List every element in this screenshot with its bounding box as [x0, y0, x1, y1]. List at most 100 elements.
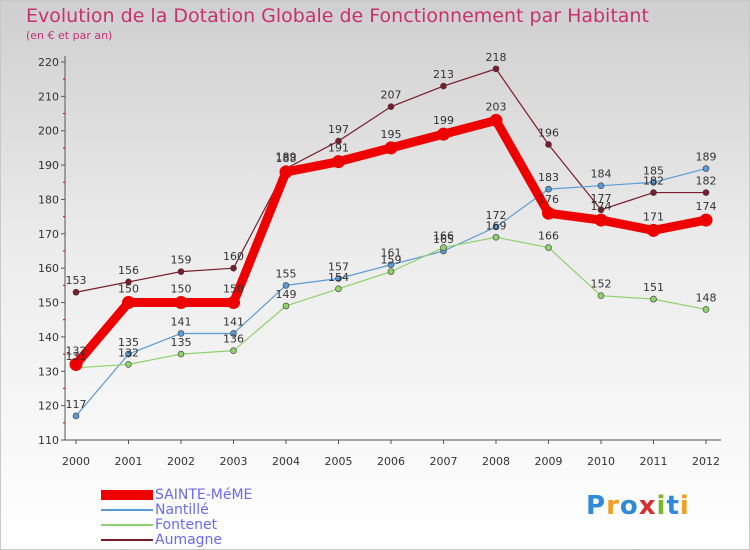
y-tick-label: 110 — [38, 434, 59, 447]
data-label: 177 — [591, 192, 612, 205]
data-label: 135 — [118, 336, 139, 349]
data-point — [335, 285, 342, 293]
data-label: 149 — [276, 288, 297, 301]
chart-title: Evolution de la Dotation Globale de Fonc… — [26, 5, 649, 27]
data-label: 183 — [538, 171, 559, 184]
data-label: 213 — [433, 68, 454, 81]
logo-letter: r — [606, 491, 620, 521]
data-label: 150 — [171, 283, 192, 296]
data-point — [174, 296, 188, 310]
y-tick-label: 200 — [38, 125, 59, 138]
legend-label: Nantillé — [155, 501, 209, 518]
data-label: 152 — [591, 278, 612, 291]
data-label: 159 — [171, 254, 192, 267]
data-point — [230, 347, 237, 354]
data-label: 136 — [223, 333, 244, 346]
logo-letter: x — [638, 491, 657, 521]
data-point — [440, 244, 447, 251]
legend-label: Fontenet — [155, 516, 218, 533]
data-label: 141 — [171, 315, 192, 328]
legend-swatch — [101, 508, 153, 511]
data-label: 197 — [328, 123, 349, 136]
data-point — [335, 137, 342, 145]
data-point — [440, 82, 447, 90]
data-label: 182 — [696, 175, 717, 188]
x-tick-label: 2003 — [220, 455, 248, 468]
data-point — [647, 223, 660, 237]
data-point — [332, 155, 345, 169]
legend-swatch — [101, 523, 153, 526]
data-point — [650, 189, 657, 196]
data-label: 135 — [171, 336, 192, 349]
data-label: 157 — [328, 260, 349, 273]
data-label: 166 — [538, 230, 559, 243]
data-label: 189 — [276, 151, 297, 164]
data-label: 182 — [643, 175, 664, 188]
data-point — [125, 361, 132, 368]
data-point — [230, 330, 237, 337]
y-tick-label: 180 — [38, 193, 59, 206]
data-label: 172 — [486, 209, 507, 222]
legend-label: Aumagne — [155, 531, 223, 548]
data-label: 185 — [643, 164, 664, 177]
data-point — [492, 233, 500, 241]
y-tick-label: 140 — [38, 331, 59, 344]
data-label: 117 — [66, 398, 87, 411]
data-label: 196 — [538, 126, 559, 139]
data-label: 148 — [696, 291, 717, 304]
data-point — [489, 113, 503, 127]
data-label: 161 — [381, 247, 402, 260]
proxiti-logo: Proxiti — [586, 491, 690, 521]
data-point — [597, 292, 605, 299]
data-label: 150 — [118, 283, 139, 296]
data-point — [492, 223, 500, 231]
x-tick-label: 2010 — [587, 455, 615, 468]
data-label: 169 — [486, 219, 507, 232]
data-point — [282, 282, 290, 289]
chart-legend: SAINTE-MéME Nantillé Fontenet Aumagne — [101, 487, 252, 547]
legend-item: Aumagne — [101, 532, 252, 547]
data-label: 165 — [433, 233, 454, 246]
data-point — [125, 350, 132, 358]
data-point — [594, 213, 608, 227]
y-tick-label: 220 — [38, 56, 59, 69]
data-label: 195 — [381, 128, 402, 141]
data-point — [597, 206, 605, 214]
logo-letter: P — [586, 491, 607, 521]
y-tick-label: 210 — [38, 90, 59, 103]
data-point — [702, 165, 710, 172]
data-point — [492, 65, 500, 73]
x-tick-label: 2004 — [272, 455, 300, 468]
legend-item: SAINTE-MéME — [101, 487, 252, 502]
y-tick-label: 120 — [38, 400, 59, 413]
data-label: 166 — [433, 230, 454, 243]
data-label: 141 — [223, 315, 244, 328]
data-label: 155 — [276, 267, 297, 280]
data-point — [387, 103, 395, 110]
data-point — [72, 412, 80, 420]
data-point — [227, 296, 240, 310]
data-point — [650, 295, 657, 303]
data-label: 132 — [66, 344, 87, 357]
data-label: 184 — [591, 168, 612, 181]
data-label: 151 — [643, 281, 664, 294]
legend-swatch — [101, 489, 153, 500]
data-label: 171 — [643, 210, 664, 223]
data-point — [387, 261, 395, 269]
data-point — [702, 306, 710, 313]
chart-axes: 110 120 130 140 150 160 170 180 190 200 210 220 2000… — [38, 56, 721, 468]
logo-letter: t — [666, 491, 680, 521]
data-label: 131 — [66, 350, 87, 363]
y-tick-label: 160 — [38, 262, 59, 275]
logo-letter: o — [619, 491, 639, 521]
data-point — [384, 141, 398, 155]
x-tick-label: 2005 — [325, 455, 353, 468]
data-point — [335, 275, 342, 282]
y-tick-label: 150 — [38, 297, 59, 310]
data-label: 203 — [486, 100, 507, 113]
x-tick-label: 2011 — [640, 455, 668, 468]
y-tick-label: 130 — [38, 365, 59, 378]
data-label: 154 — [328, 271, 349, 284]
x-tick-label: 2012 — [692, 455, 720, 468]
